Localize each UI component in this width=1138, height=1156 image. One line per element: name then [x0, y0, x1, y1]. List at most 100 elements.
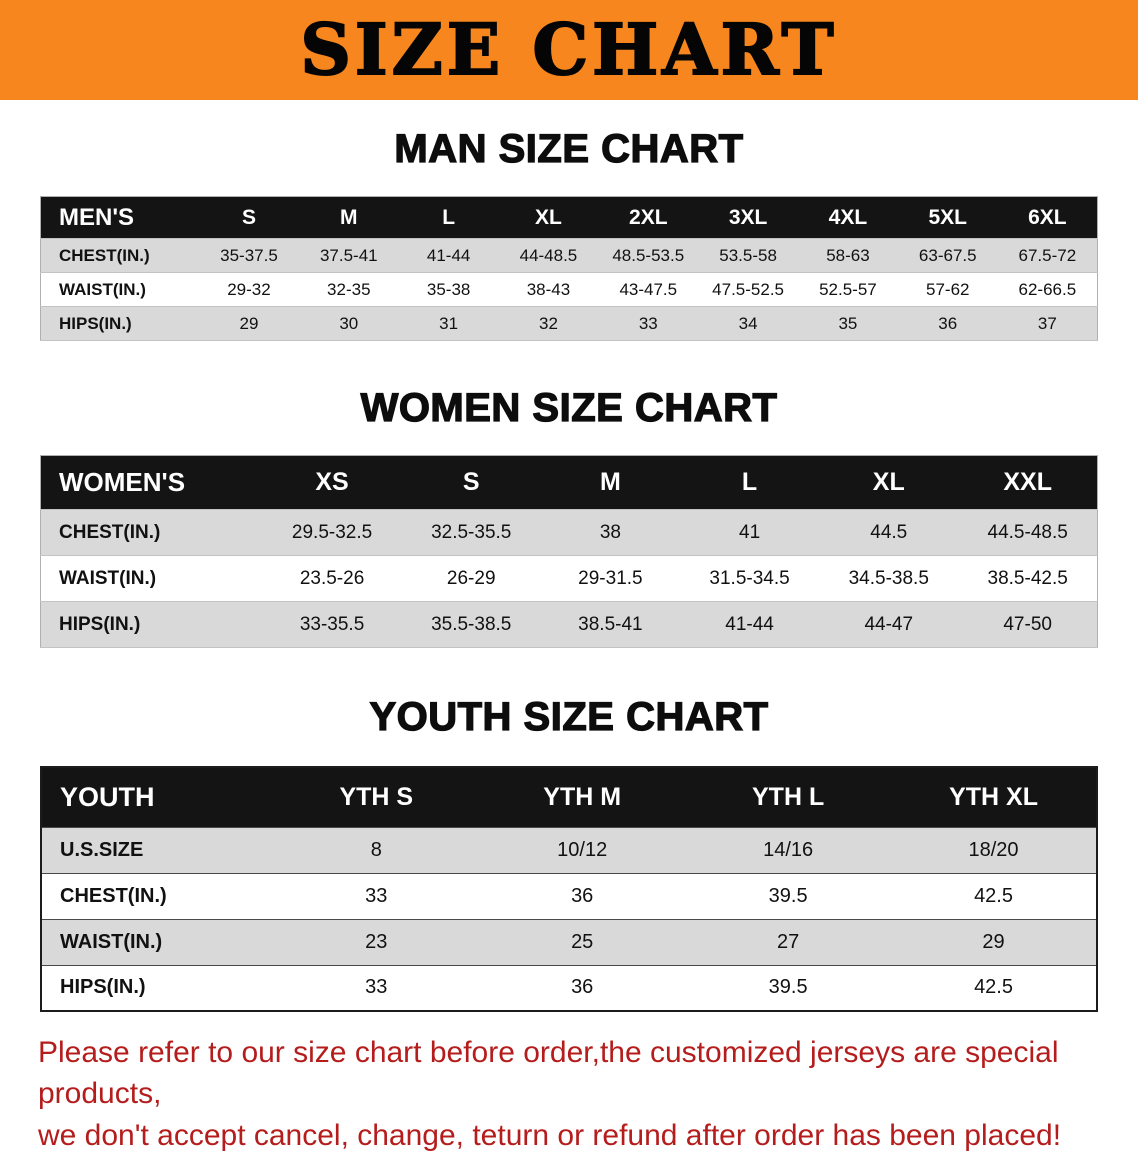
- row-label: CHEST(IN.): [40, 238, 200, 273]
- row-label: U.S.SIZE: [41, 827, 274, 874]
- measurement-value: 62-66.5: [997, 272, 1098, 307]
- size-column-header: 6XL: [997, 196, 1098, 239]
- men-size-table: MEN'S S M L XL 2XL 3XL 4XL 5XL 6XL CHEST(IN.) 35-37…: [40, 196, 1098, 341]
- table-corner-label: WOMEN'S: [40, 455, 263, 510]
- measurement-value: 35.5-38.5: [401, 601, 541, 648]
- table-corner-label: YOUTH: [41, 767, 274, 828]
- measurement-value: 31: [398, 306, 499, 341]
- measurement-value: 44-47: [819, 601, 959, 648]
- measurement-value: 27: [685, 919, 892, 966]
- measurement-value: 44.5-48.5: [958, 509, 1098, 556]
- measurement-value: 52.5-57: [798, 272, 898, 307]
- measurement-row: CHEST(IN.) 29.5-32.5 32.5-35.5 38 41 44.5 44.5…: [40, 509, 1098, 556]
- measurement-row: HIPS(IN.) 29 30 31 32 33 34 35 36 37: [40, 306, 1098, 341]
- table-corner-label: MEN'S: [40, 196, 200, 239]
- measurement-value: 30: [298, 306, 399, 341]
- measurement-value: 39.5: [685, 873, 892, 920]
- measurement-value: 29: [891, 919, 1097, 966]
- size-column-header: 3XL: [698, 196, 799, 239]
- measurement-value: 18/20: [891, 827, 1097, 874]
- size-column-header: XL: [819, 455, 959, 510]
- row-label: HIPS(IN.): [41, 965, 274, 1012]
- measurement-value: 29: [199, 306, 299, 341]
- measurement-row: U.S.SIZE 8 10/12 14/16 18/20: [41, 827, 1097, 874]
- measurement-value: 36: [479, 873, 686, 920]
- size-column-header: 4XL: [798, 196, 898, 239]
- measurement-value: 38: [540, 509, 680, 556]
- size-table: YOUTH YTH S YTH M YTH L YTH XL U.S.SIZE 8 10/12…: [40, 766, 1098, 1012]
- size-column-header: L: [398, 196, 499, 239]
- measurement-value: 29-31.5: [540, 555, 680, 602]
- size-column-header: YTH M: [479, 767, 686, 828]
- measurement-value: 23.5-26: [262, 555, 402, 602]
- measurement-value: 36: [897, 306, 998, 341]
- table-header-row: MEN'S S M L XL 2XL 3XL 4XL 5XL 6XL: [40, 196, 1098, 239]
- measurement-value: 26-29: [401, 555, 541, 602]
- size-column-header: XXL: [958, 455, 1098, 510]
- measurement-value: 34.5-38.5: [819, 555, 959, 602]
- measurement-value: 34: [698, 306, 799, 341]
- size-table: MEN'S S M L XL 2XL 3XL 4XL 5XL 6XL CHEST(IN.) 35-37…: [40, 196, 1098, 341]
- men-size-chart-section: MAN SIZE CHART MEN'S S M L XL 2XL 3XL 4XL 5XL 6XL…: [0, 126, 1138, 341]
- measurement-row: WAIST(IN.) 29-32 32-35 35-38 38-43 43-47.5 47.…: [40, 272, 1098, 307]
- measurement-row: WAIST(IN.) 23 25 27 29: [41, 919, 1097, 966]
- size-column-header: M: [298, 196, 399, 239]
- row-label: CHEST(IN.): [41, 873, 274, 920]
- youth-chart-heading: YOUTH SIZE CHART: [369, 694, 769, 739]
- measurement-value: 14/16: [685, 827, 892, 874]
- measurement-value: 8: [273, 827, 480, 874]
- size-column-header: S: [199, 196, 299, 239]
- measurement-value: 35-37.5: [199, 238, 299, 273]
- youth-size-chart-section: YOUTH SIZE CHART YOUTH YTH S YTH M YTH L YTH…: [0, 694, 1138, 1012]
- disclaimer-line-2: we don't accept cancel, change, teturn o…: [38, 1118, 1062, 1152]
- row-label: WAIST(IN.): [40, 272, 200, 307]
- row-label: CHEST(IN.): [40, 509, 263, 556]
- measurement-value: 42.5: [891, 873, 1097, 920]
- size-column-header: XS: [262, 455, 402, 510]
- banner: SIZE CHART: [0, 0, 1138, 100]
- size-column-header: XL: [498, 196, 599, 239]
- measurement-value: 33: [598, 306, 699, 341]
- measurement-row: CHEST(IN.) 33 36 39.5 42.5: [41, 873, 1097, 920]
- disclaimer-line-1: Please refer to our size chart before or…: [38, 1036, 1059, 1111]
- measurement-value: 25: [479, 919, 686, 966]
- measurement-value: 32.5-35.5: [401, 509, 541, 556]
- measurement-value: 41-44: [398, 238, 499, 273]
- measurement-value: 37.5-41: [298, 238, 399, 273]
- measurement-value: 35-38: [398, 272, 499, 307]
- measurement-value: 67.5-72: [997, 238, 1098, 273]
- row-label: HIPS(IN.): [40, 306, 200, 341]
- page-title: SIZE CHART: [299, 8, 838, 91]
- measurement-value: 38-43: [498, 272, 599, 307]
- disclaimer: Please refer to our size chart before or…: [38, 1032, 1114, 1156]
- measurement-value: 57-62: [897, 272, 998, 307]
- women-size-table: WOMEN'S XS S M L XL XXL CHEST(IN.) 29.5-32.5 32.5…: [40, 455, 1098, 648]
- row-label: WAIST(IN.): [41, 919, 274, 966]
- measurement-value: 36: [479, 965, 686, 1012]
- measurement-value: 43-47.5: [598, 272, 699, 307]
- women-chart-heading: WOMEN SIZE CHART: [360, 385, 778, 430]
- measurement-value: 32-35: [298, 272, 399, 307]
- measurement-value: 39.5: [685, 965, 892, 1012]
- measurement-value: 38.5-42.5: [958, 555, 1098, 602]
- measurement-row: WAIST(IN.) 23.5-26 26-29 29-31.5 31.5-34.5 34…: [40, 555, 1098, 602]
- youth-size-table: YOUTH YTH S YTH M YTH L YTH XL U.S.SIZE 8 10/12…: [40, 766, 1098, 1012]
- measurement-value: 37: [997, 306, 1098, 341]
- measurement-value: 10/12: [479, 827, 686, 874]
- measurement-value: 33-35.5: [262, 601, 402, 648]
- measurement-row: HIPS(IN.) 33 36 39.5 42.5: [41, 965, 1097, 1012]
- measurement-value: 38.5-41: [540, 601, 680, 648]
- size-column-header: S: [401, 455, 541, 510]
- measurement-row: HIPS(IN.) 33-35.5 35.5-38.5 38.5-41 41-44 44-…: [40, 601, 1098, 648]
- size-column-header: YTH S: [273, 767, 480, 828]
- measurement-value: 31.5-34.5: [679, 555, 820, 602]
- size-column-header: L: [679, 455, 820, 510]
- size-column-header: YTH XL: [891, 767, 1097, 828]
- measurement-value: 42.5: [891, 965, 1097, 1012]
- measurement-value: 33: [273, 873, 480, 920]
- measurement-value: 29.5-32.5: [262, 509, 402, 556]
- measurement-value: 44.5: [819, 509, 959, 556]
- measurement-value: 63-67.5: [897, 238, 998, 273]
- measurement-value: 58-63: [798, 238, 898, 273]
